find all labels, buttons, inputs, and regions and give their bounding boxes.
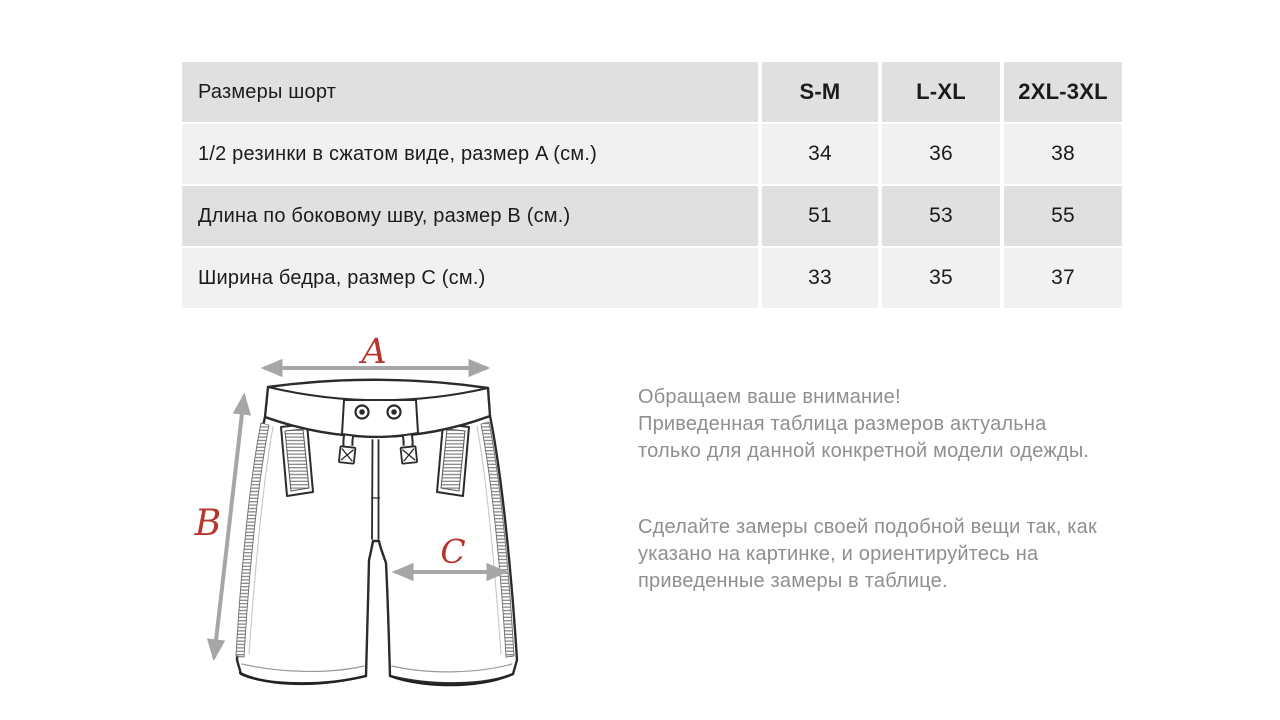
note-instructions: Сделайте замеры своей подобной вещи так,…	[638, 516, 1097, 592]
eyelet-panel	[341, 399, 419, 438]
table-cell: 33	[762, 248, 878, 308]
measurement-arrows	[206, 358, 509, 662]
table-row-label-b: Длина по боковому шву, размер B (см.)	[182, 186, 758, 246]
right-aglet	[399, 445, 418, 465]
table-header-label: Размеры шорт	[182, 62, 758, 122]
left-eyelet-hole	[359, 409, 365, 415]
shorts-body-outline	[235, 414, 519, 685]
table-cell: 55	[1004, 186, 1122, 246]
right-inner-seam	[476, 425, 502, 655]
right-hem-edge	[388, 672, 515, 687]
left-pocket-hatch	[284, 428, 310, 492]
left-inner-seam	[248, 426, 274, 655]
table-cell: 51	[762, 186, 878, 246]
table-header-col-2xl3xl: 2XL-3XL	[1004, 62, 1122, 122]
label-b: B	[194, 503, 221, 544]
table-cell: 38	[1004, 124, 1122, 184]
table-row-label-c: Ширина бедра, размер C (см.)	[182, 248, 758, 308]
shorts-measurement-diagram: A B C	[194, 332, 519, 687]
label-a: A	[358, 332, 386, 372]
left-aglet	[338, 445, 357, 465]
notes-block: Обращаем ваше внимание! Приведенная табл…	[638, 384, 1148, 595]
table-cell: 37	[1004, 248, 1122, 308]
right-eyelet-hole	[391, 409, 397, 415]
right-pocket-hatch	[440, 428, 466, 492]
label-c: C	[440, 532, 465, 571]
table-cell: 53	[882, 186, 1000, 246]
table-cell: 35	[882, 248, 1000, 308]
right-side-stripe	[480, 421, 515, 658]
table-header-col-lxl: L-XL	[882, 62, 1000, 122]
left-hem-seam	[241, 663, 365, 672]
arrow-b	[206, 392, 252, 662]
measurement-labels: A B C	[194, 332, 466, 571]
table-header-col-sm: S-M	[762, 62, 878, 122]
right-hem-seam	[391, 663, 513, 673]
left-hem-edge	[238, 671, 368, 686]
shorts-drawing	[235, 378, 519, 687]
size-table: Размеры шорт S-M L-XL 2XL-3XL 1/2 резинк…	[182, 62, 1122, 308]
table-cell: 36	[882, 124, 1000, 184]
table-cell: 34	[762, 124, 878, 184]
note-attention: Обращаем ваше внимание! Приведенная табл…	[638, 386, 1090, 462]
fly-seam	[371, 439, 380, 540]
table-row-label-a: 1/2 резинки в сжатом виде, размер A (см.…	[182, 124, 758, 184]
